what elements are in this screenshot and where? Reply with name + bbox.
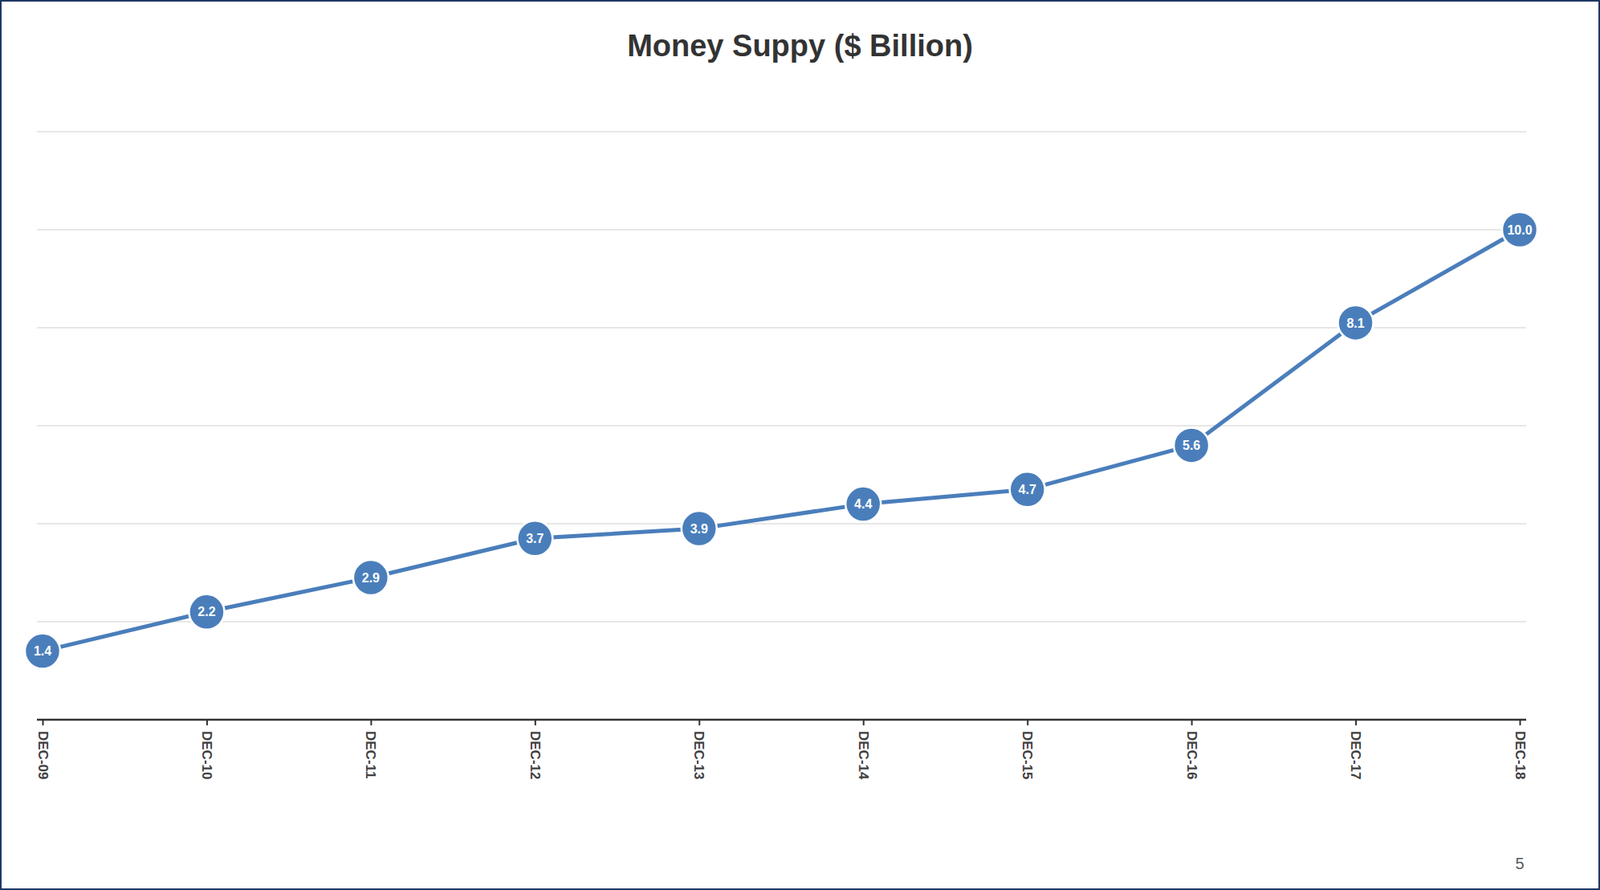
x-tick: DEC-14 — [855, 719, 872, 780]
data-label: 3.9 — [690, 521, 709, 536]
page-number: 5 — [1514, 854, 1524, 872]
marker — [681, 510, 717, 546]
marker — [188, 594, 224, 630]
data-label: 10.0 — [1506, 223, 1532, 237]
x-tick-line — [206, 719, 208, 725]
data-label: 2.2 — [197, 604, 216, 619]
chart: Money Suppy ($ Billion) DEC-09 DEC-10 DEC-1… — [0, 0, 1600, 890]
x-tick-line — [1519, 719, 1522, 725]
data-label: 4.4 — [854, 496, 872, 511]
x-tick: DEC-15 — [1019, 719, 1035, 779]
marker — [517, 520, 553, 556]
marker — [1009, 471, 1046, 507]
marker — [1338, 305, 1374, 341]
x-tick-label: DEC-13 — [691, 730, 707, 779]
grid-line — [36, 718, 1527, 720]
x-tick: DEC-13 — [691, 719, 707, 779]
line — [42, 229, 1520, 652]
marker — [845, 486, 881, 522]
marker — [1502, 211, 1538, 248]
x-tick: DEC-10 — [199, 719, 215, 779]
x-tick-label: DEC-18 — [1512, 730, 1528, 779]
grid-line — [36, 522, 1527, 524]
data-label: 8.1 — [1346, 316, 1364, 330]
x-tick-label: DEC-14 — [855, 730, 872, 780]
data-label: 2.9 — [362, 570, 380, 585]
x-tick-line — [698, 719, 701, 725]
x-tick-label: DEC-09 — [35, 730, 51, 779]
x-tick-label: DEC-11 — [362, 730, 379, 779]
grid-line — [36, 130, 1527, 132]
x-tick: DEC-18 — [1512, 719, 1528, 779]
x-tick-line — [1191, 719, 1193, 725]
x-tick-label: DEC-12 — [527, 730, 543, 779]
plot-area — [24, 211, 1538, 669]
data-label: 5.6 — [1182, 438, 1201, 452]
data-label: 1.4 — [33, 643, 52, 658]
x-tick: DEC-17 — [1347, 719, 1364, 779]
x-tick-line — [370, 719, 372, 725]
grid-line — [36, 620, 1527, 622]
y-axis — [36, 132, 39, 721]
x-tick-line — [1026, 719, 1029, 725]
x-tick: DEC-09 — [35, 719, 51, 779]
x-tick: DEC-12 — [527, 719, 543, 779]
grid-line — [36, 228, 1527, 230]
title: Money Suppy ($ Billion) — [626, 28, 974, 63]
x-tick-label: DEC-16 — [1184, 730, 1200, 779]
x-axis: DEC-09 DEC-10 DEC-11 DEC-12 DEC-13 DEC-14 DEC-… — [35, 719, 1528, 780]
x-tick-label: DEC-17 — [1347, 730, 1364, 779]
y-axis-line — [36, 132, 38, 721]
marker — [353, 559, 389, 595]
x-axis-line — [36, 718, 1527, 721]
data-label: 3.7 — [525, 531, 544, 546]
grid-line — [36, 326, 1527, 328]
data-labels: 1.4 2.2 2.9 3.7 3.9 4.4 4.7 5.6 8.1 10.0 — [33, 223, 1533, 659]
marker — [1173, 427, 1210, 463]
x-tick-label: DEC-10 — [199, 730, 215, 779]
frame — [0, 0, 1600, 889]
x-tick-line — [1355, 719, 1357, 725]
marker — [24, 633, 61, 669]
x-tick: DEC-16 — [1184, 719, 1200, 779]
data-label: 4.7 — [1018, 482, 1037, 497]
x-tick-line — [42, 719, 45, 725]
x-tick-label: DEC-15 — [1019, 730, 1035, 779]
grid — [36, 131, 1527, 720]
grid-line — [36, 424, 1527, 426]
x-tick: DEC-11 — [362, 719, 379, 779]
x-tick-line — [863, 719, 865, 725]
x-tick-line — [534, 719, 537, 725]
